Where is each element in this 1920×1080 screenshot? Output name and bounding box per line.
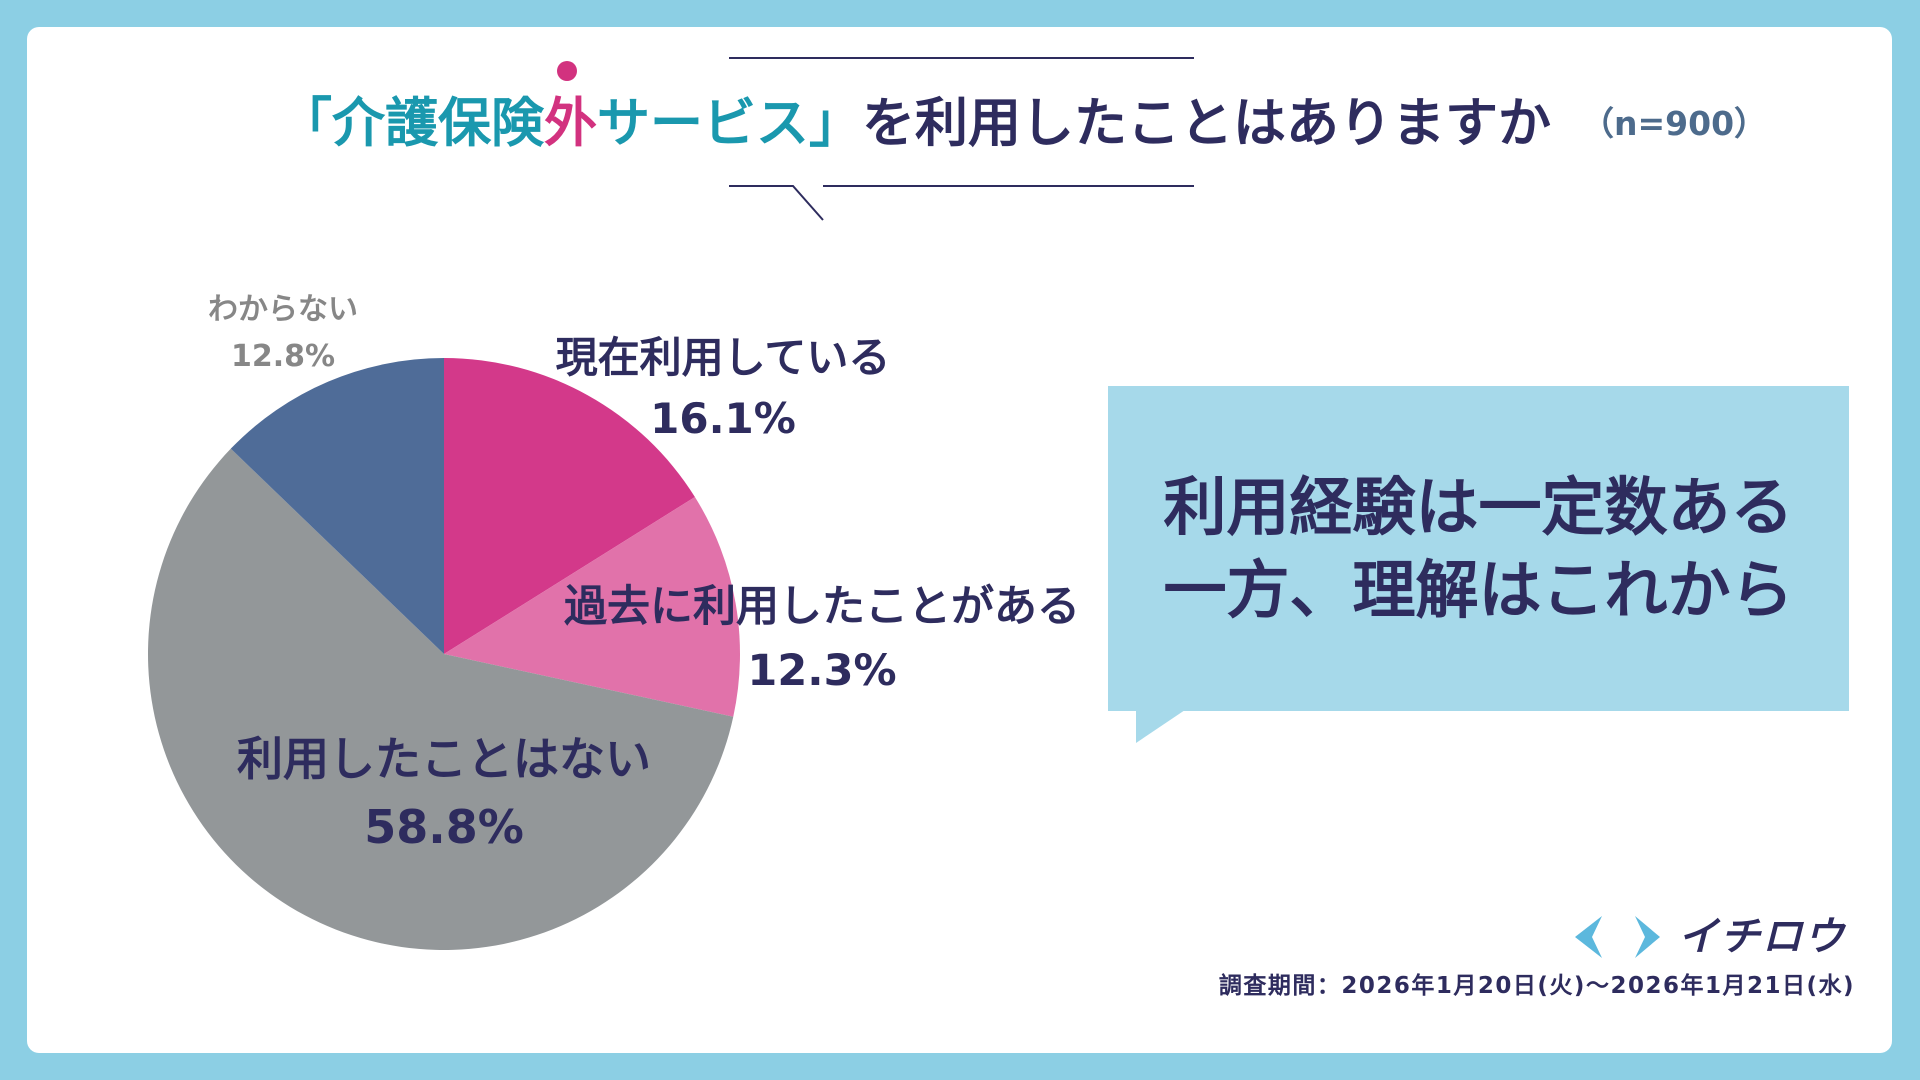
pie-slice-dont-know <box>230 358 444 654</box>
callout-line-1: 利用経験は一定数ある <box>1163 470 1794 544</box>
pie-slice-currently-using <box>444 358 695 654</box>
pie-chart <box>147 358 740 951</box>
sample-size-label: （n=900） <box>1581 104 1768 143</box>
pie-label-currently-using-name: 現在利用している <box>555 333 891 382</box>
pie-label-dont-know: わからない 12.8% <box>183 286 383 380</box>
pie-label-currently-using: 現在利用している 16.1% <box>523 327 923 449</box>
callout-box: 利用経験は一定数ある 一方、理解はこれから <box>1108 386 1849 711</box>
pie-label-used-in-past: 過去に利用したことがある 12.3% <box>522 575 1122 703</box>
logo-text: イチロウ <box>1678 914 1846 960</box>
pie-label-dont-know-name: わからない <box>208 292 358 327</box>
pie-slice-used-in-past <box>444 496 740 717</box>
callout-line-2: 一方、理解はこれから <box>1163 553 1794 627</box>
pie-label-never-used-name: 利用したことはない <box>237 732 651 786</box>
survey-period: 調査期間：2026年1月20日(火)〜2026年1月21日(水) <box>1218 973 1855 999</box>
title-speech-lines <box>729 57 1194 221</box>
title-highlight: 外 <box>544 61 597 154</box>
title-part-teal-1: 「介護保険 <box>279 93 544 154</box>
pie-label-used-in-past-name: 過去に利用したことがある <box>564 582 1080 632</box>
pie-label-never-used: 利用したことはない 58.8% <box>194 725 694 861</box>
page-title: 「介護保険 外 サービス」 を利用したことはありますか （n=900） <box>279 61 1768 154</box>
pie-label-currently-using-value: 16.1% <box>650 394 796 443</box>
company-logo: イチロウ <box>1570 912 1860 962</box>
highlight-dot <box>556 61 577 81</box>
pie-label-used-in-past-value: 12.3% <box>747 646 897 696</box>
chevron-brackets-icon <box>1575 916 1660 958</box>
pie-label-never-used-value: 58.8% <box>364 800 524 854</box>
pie-label-dont-know-value: 12.8% <box>230 339 336 374</box>
callout-tail <box>1136 710 1185 743</box>
title-highlight-text: 外 <box>544 93 597 154</box>
title-part-teal-2: サービス」 <box>597 93 862 154</box>
title-part-rest: を利用したことはありますか <box>862 93 1551 154</box>
pie-slice-never-used <box>147 448 734 951</box>
